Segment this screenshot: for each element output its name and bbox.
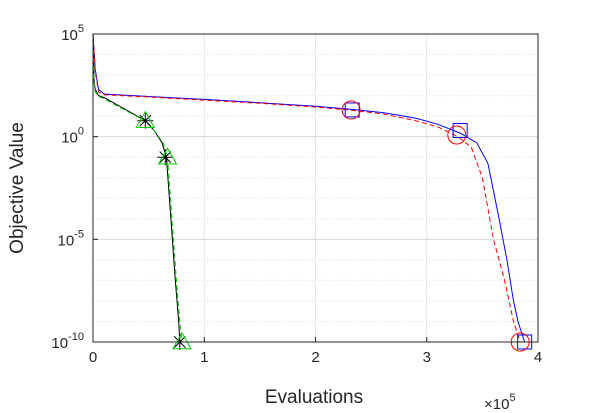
y-axis-title: Objective Value xyxy=(7,122,28,254)
x-tick-label: 4 xyxy=(534,349,542,366)
marker-circle xyxy=(341,100,361,120)
x-axis-multiplier-base: ×10 xyxy=(484,396,509,413)
x-tick-label: 3 xyxy=(423,349,431,366)
y-tick-label: 10-5 xyxy=(58,228,84,249)
y-tick-label: 100 xyxy=(61,126,84,147)
y-tick-exponent: 5 xyxy=(78,23,84,35)
series-line-circle xyxy=(92,33,521,343)
x-tick-label: 2 xyxy=(311,349,319,366)
y-tick-label: 10-10 xyxy=(51,331,84,352)
y-tick-base: 10 xyxy=(61,130,78,147)
x-axis-multiplier: ×105 xyxy=(484,392,516,413)
y-tick-base: 10 xyxy=(58,232,75,249)
y-tick-base: 10 xyxy=(51,335,68,352)
marker-circle xyxy=(447,125,467,145)
y-tick-label: 105 xyxy=(61,23,84,44)
marker-asterisk xyxy=(157,149,174,166)
series-line-square xyxy=(92,33,526,343)
y-tick-exponent: -10 xyxy=(68,331,84,343)
x-axis-title: Evaluations xyxy=(265,387,363,408)
x-axis-multiplier-exponent: 5 xyxy=(509,392,515,404)
x-tick-label: 1 xyxy=(200,349,208,366)
marker-square xyxy=(344,102,360,118)
marker-triangle xyxy=(157,147,178,165)
x-tick-label: 0 xyxy=(89,349,97,366)
y-tick-exponent: 0 xyxy=(78,126,84,138)
marker-triangle xyxy=(135,110,156,128)
marker-triangle xyxy=(172,331,192,350)
marker-square xyxy=(452,122,468,138)
y-tick-exponent: -5 xyxy=(74,228,84,240)
y-tick-base: 10 xyxy=(61,27,78,44)
x-axis: 0 1 2 3 4 xyxy=(89,337,542,366)
